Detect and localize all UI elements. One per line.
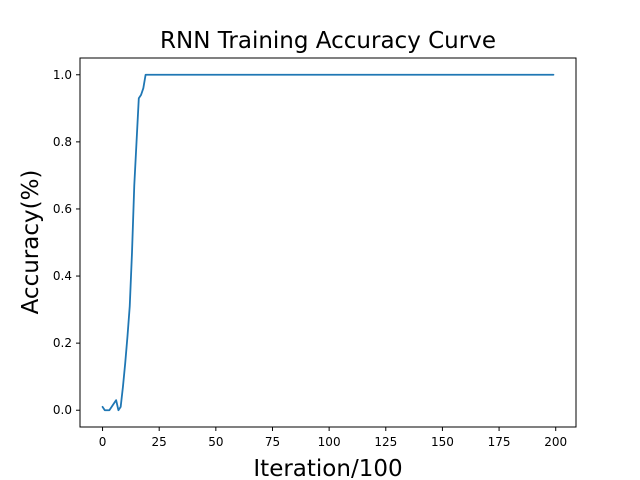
plot-frame (79, 57, 577, 428)
x-tick-label: 25 (152, 435, 167, 449)
x-tick-label: 200 (544, 435, 567, 449)
y-axis: 0.0 0.2 0.4 0.6 0.8 1.0 (53, 68, 80, 417)
y-axis-label: Accuracy(%) (18, 170, 44, 315)
x-axis: 0 25 50 75 100 125 150 175 200 (99, 427, 567, 449)
x-tick-label: 100 (318, 435, 341, 449)
plot-area: 0 25 50 75 100 125 150 175 200 0.0 0.2 0.4 0.6 0.8 1.… (53, 57, 577, 449)
x-tick-label: 50 (208, 435, 223, 449)
x-tick-label: 175 (488, 435, 511, 449)
y-tick-label: 0.6 (53, 202, 72, 216)
accuracy-line (101, 73, 555, 412)
y-tick-label: 0.0 (53, 403, 72, 417)
y-tick-label: 1.0 (53, 68, 72, 82)
x-tick-label: 75 (265, 435, 280, 449)
x-tick-label: 0 (99, 435, 107, 449)
x-tick-label: 150 (431, 435, 454, 449)
x-axis-label: Iteration/100 (253, 456, 402, 480)
y-tick-label: 0.2 (53, 336, 72, 350)
x-tick-label: 125 (374, 435, 397, 449)
chart-title: RNN Training Accuracy Curve (160, 28, 496, 54)
y-tick-label: 0.8 (53, 135, 72, 149)
y-tick-label: 0.4 (53, 269, 72, 283)
